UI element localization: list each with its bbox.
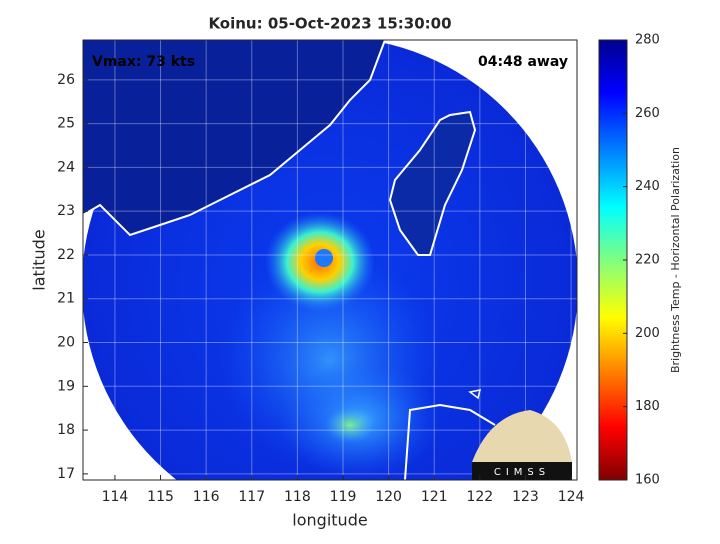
- colorbar: [598, 39, 628, 481]
- colorbar-tick-label: 160: [635, 473, 660, 488]
- colorbar-tick-label: 220: [635, 253, 660, 268]
- logo-text: CIMSS: [494, 467, 550, 478]
- y-tick-label: 19: [57, 378, 75, 394]
- y-tick-label: 18: [57, 422, 75, 438]
- x-tick-label: 118: [284, 489, 311, 505]
- x-tick-label: 121: [421, 489, 448, 505]
- x-tick-label: 115: [147, 489, 174, 505]
- colorbar-tick-label: 240: [635, 179, 660, 194]
- y-tick-label: 17: [57, 466, 75, 482]
- title: Koinu: 05-Oct-2023 15:30:00: [208, 15, 451, 33]
- y-axis-label: latitude: [30, 229, 49, 290]
- x-tick-label: 122: [466, 489, 493, 505]
- logo: CIMSS: [472, 410, 572, 480]
- time-away-label: 04:48 away: [478, 54, 568, 70]
- plot-frame: [82, 39, 578, 481]
- y-tick-label: 26: [57, 72, 75, 88]
- x-tick-label: 114: [102, 489, 129, 505]
- colorbar-tick-label: 260: [635, 106, 660, 121]
- x-tick-label: 116: [193, 489, 220, 505]
- x-tick-label: 120: [375, 489, 402, 505]
- colorbar-tick-label: 200: [635, 326, 660, 341]
- colorbar-tick-label: 280: [635, 33, 660, 48]
- map-image: [83, 40, 577, 480]
- colorbar-tick-label: 180: [635, 399, 660, 414]
- x-tick-label: 119: [330, 489, 357, 505]
- x-tick-label: 123: [512, 489, 539, 505]
- x-tick-label: 124: [558, 489, 585, 505]
- colorbar-label: Brightness Temp - Horizontal Polarizatio…: [669, 147, 682, 373]
- x-tick-label: 117: [238, 489, 265, 505]
- y-tick-label: 25: [57, 116, 75, 132]
- y-tick-label: 23: [57, 203, 75, 219]
- y-tick-label: 21: [57, 291, 75, 307]
- y-tick-label: 22: [57, 247, 75, 263]
- y-tick-label: 24: [57, 159, 75, 175]
- vmax-label: Vmax: 73 kts: [92, 54, 195, 70]
- y-tick-label: 20: [57, 335, 75, 351]
- x-axis-label: longitude: [292, 511, 367, 530]
